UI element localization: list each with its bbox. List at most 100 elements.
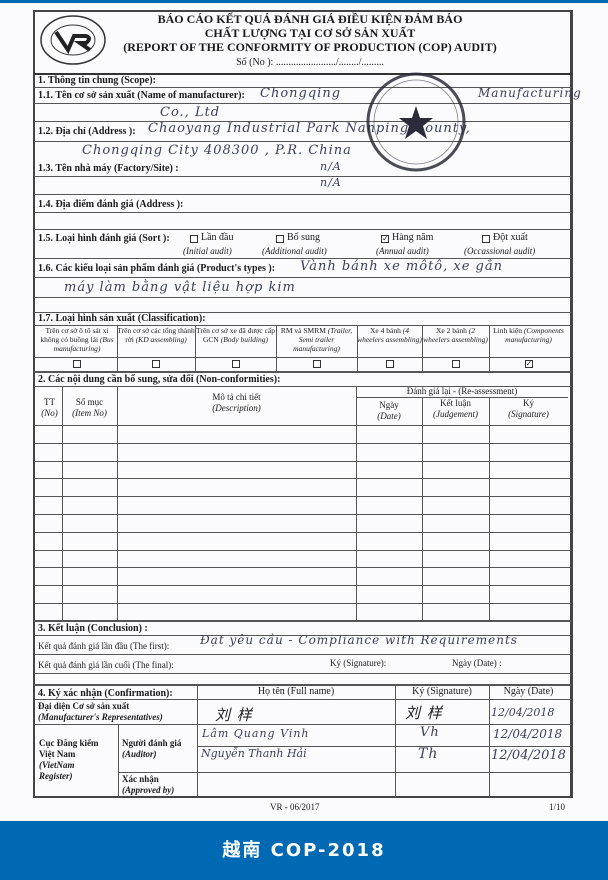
divider [422,397,423,620]
classification-label-en: (KD assembling) [135,335,187,344]
divider [34,229,572,230]
col-signature: Ký [523,398,534,408]
divider [34,73,572,75]
checkbox-additional-audit[interactable] [276,235,284,243]
classification-label: Linh kiện [493,326,523,335]
auditor-2-name: Nguyễn Thanh Hải [201,747,307,760]
divider [195,325,196,371]
auditor-1-date: 12/04/2018 [493,727,563,741]
auditor-label: Người đánh giá [122,738,182,748]
col-full-name: Họ tên (Full name) [257,686,335,697]
page-number: 1/10 [549,802,566,812]
classification-label: Trên cơ sở xe đã được cấp GCN [196,326,275,344]
vr-label-4: Register) [39,771,73,781]
conclusion-date-label: Ngày (Date) : [452,658,502,668]
table-row [34,514,572,515]
divider [357,325,358,371]
classification-checkbox[interactable]: ✓ [524,359,533,368]
divider [34,277,572,278]
col-signature-en: (Signature) [508,409,549,419]
col-description-en: (Description) [212,403,261,413]
auditor-label-en: (Auditor) [122,749,157,759]
classification-option: Linh kiện (Components manufacturing) [489,326,568,344]
table-row [34,567,572,568]
divider [356,397,568,398]
sort-option-annual: Hàng năm [392,232,434,243]
approved-label: Xác nhận [122,774,159,784]
bottom-banner: 越南 COP-2018 [0,821,608,880]
classification-option: Trên cơ sở ô tô sát xi không có buồng lá… [37,326,117,353]
col-date-en: (Date) [377,411,401,421]
site-value: n/A [320,176,342,189]
manufacturer-rep-date: 12/04/2018 [491,706,555,719]
form-code: VR - 06/2017 [270,802,320,812]
checkbox-initial-audit[interactable] [190,235,198,243]
classification-checkbox[interactable] [152,360,160,368]
divider [62,386,63,620]
classification-checkbox[interactable] [73,360,81,368]
approved-label-en: (Approved by) [122,785,175,795]
classification-option: Xe 4 bánh (4 wheelers assembling) [357,326,422,344]
conclusion-signature-label: Ký (Signature): [330,658,387,668]
table-row [34,550,572,551]
title-line-2: CHẤT LƯỢNG TẠI CƠ SỞ SẢN XUẤT [204,26,416,40]
divider [118,772,572,773]
checkbox-occasional-audit[interactable] [482,235,490,243]
classification-option: Trên cơ sở các tổng thành rời (KD assemb… [117,326,195,344]
manufacturer-value-1: Chongqing [260,86,342,101]
title-line-1: BÁO CÁO KẾT QUẢ ĐÁNH GIÁ ĐIỀU KIỆN ĐẢM B… [157,12,463,26]
sort-option-occasional-en: (Occassional audit) [464,246,536,256]
classification-option: RM và SMRM (Trailer, Semi trailer manufa… [276,326,357,353]
col-item: Số mục [75,397,104,407]
classification-label-en: (Components manufacturing) [505,326,564,344]
manufacturer-rep-name: 刘 样 [215,706,253,724]
divider [34,212,572,213]
divider [34,258,572,259]
manufacturer-value-3: Co., Ltd [160,105,221,120]
col-no: TT [44,397,55,407]
site-label: 1.4. Địa điểm đánh giá (Address ): [38,199,184,210]
classification-checkbox[interactable] [231,360,240,368]
table-row [34,478,572,479]
table-row [34,461,572,462]
divider [197,746,572,747]
divider [34,724,572,725]
auditor-1-name: Lâm Quang Vinh [202,727,310,740]
company-stamp [366,72,466,172]
sort-option-initial-en: (Initial audit) [183,246,232,256]
divider [276,325,277,371]
conclusion-heading: 3. Kết luận (Conclusion) : [38,623,148,634]
confirmation-heading: 4. Ký xác nhận (Confirmation): [38,688,173,699]
checkbox-annual-audit-checked[interactable]: ✓ [381,234,389,243]
classification-checkbox[interactable] [385,360,394,368]
classification-label-en: (Trailer, Semi trailer manufacturing) [293,326,353,353]
classification-checkbox[interactable] [312,360,321,368]
divider [34,194,572,195]
divider [197,685,198,798]
divider [34,620,572,622]
divider [489,397,490,620]
divider [34,176,572,177]
col-description: Mô tả chi tiết [212,392,261,402]
col-judgement-en: (Judgement) [433,409,478,419]
divider [34,297,572,298]
factory-value: n/A [320,160,342,173]
reassessment-header: Đánh giá lại - (Re-assessment) [406,386,518,396]
sort-option-additional-en: (Additional audit) [262,246,327,256]
auditor-1-signature: Vh [420,725,440,740]
divider [34,312,572,313]
divider [117,325,118,371]
classification-label-en: (Bus manufacturing) [53,335,114,353]
table-row [34,585,572,586]
classification-label: Trên cơ sở các tổng thành rời [117,326,195,344]
types-value-2: máy làm bằng vật liệu hợp kim [64,280,296,295]
classification-label: Xe 4 bánh [370,326,401,335]
classification-checkbox[interactable] [451,360,460,368]
table-row [34,532,572,533]
document-frame [33,10,573,798]
classification-option: Trên cơ sở xe đã được cấp GCN (Body buil… [195,326,276,344]
sort-label: 1.5. Loại hình đánh giá (Sort ): [38,233,170,244]
address-value-1: Chaoyang Industrial Park Nanping County, [148,121,471,136]
divider [34,654,572,655]
col-judgement: Kết luận [440,398,471,408]
